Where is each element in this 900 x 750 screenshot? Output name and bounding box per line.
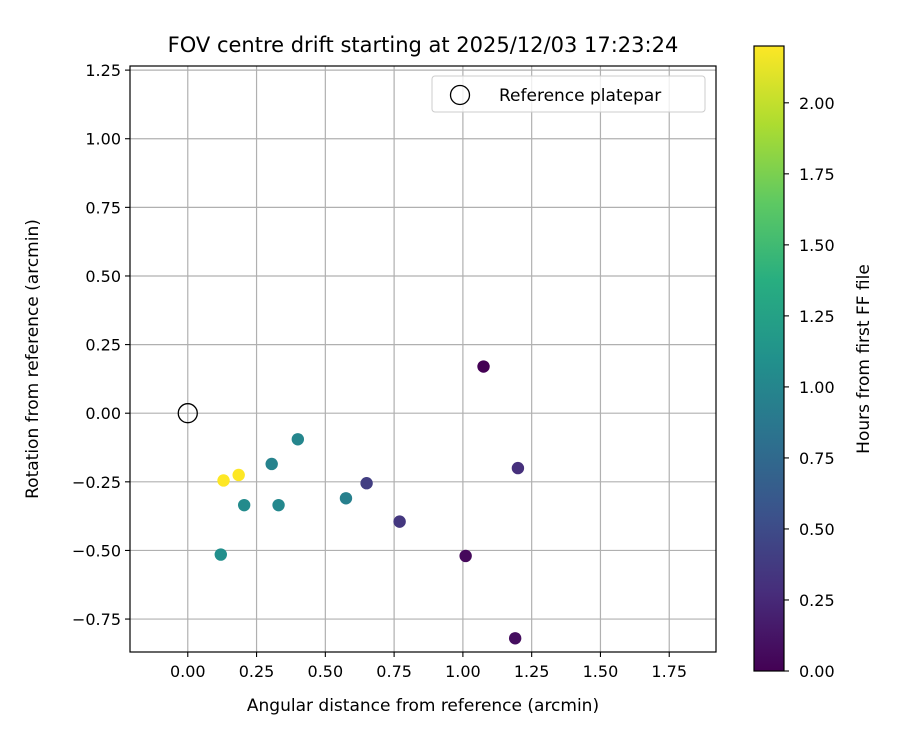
data-point xyxy=(237,498,251,512)
colorbar-tick-label: 0.00 xyxy=(799,662,835,681)
colorbar-frame xyxy=(753,45,785,672)
colorbar-tick-label: 0.25 xyxy=(799,591,835,610)
y-tick-label: 0.50 xyxy=(85,267,121,286)
colorbar-label: Hours from first FF file xyxy=(854,264,874,454)
colorbar-tick-label: 1.00 xyxy=(799,378,835,397)
x-tick-label: 0.00 xyxy=(170,662,206,681)
legend-label: Reference platepar xyxy=(499,86,661,106)
data-point xyxy=(339,492,353,505)
data-point xyxy=(477,360,490,373)
data-point xyxy=(265,457,278,471)
legend-marker-reference xyxy=(449,84,471,106)
x-axis-ticks: 0.00 0.25 0.50 0.75 1.00 1.25 1.50 1.75 xyxy=(170,652,687,681)
colorbar-ticks: 0.00 0.25 0.50 0.75 1.00 1.25 1.50 1.75 2.00 xyxy=(784,94,835,681)
x-tick-label: 1.50 xyxy=(583,662,619,681)
x-axis-label: Angular distance from reference (arcmin) xyxy=(247,696,599,716)
colorbar-tick-label: 1.50 xyxy=(799,236,835,255)
data-point xyxy=(511,461,525,475)
y-tick-label: 1.25 xyxy=(85,61,121,80)
y-tick-label: 0.25 xyxy=(85,336,121,355)
data-point xyxy=(217,474,230,487)
colorbar-tick-label: 1.75 xyxy=(799,165,835,184)
x-tick-label: 1.00 xyxy=(445,662,481,681)
y-tick-label: −0.50 xyxy=(72,541,121,560)
chart-title: FOV centre drift starting at 2025/12/03 … xyxy=(168,33,679,57)
data-point xyxy=(393,515,406,528)
data-point xyxy=(291,433,305,446)
colorbar-tick-label: 0.75 xyxy=(799,449,835,468)
y-axis-ticks: 1.25 1.00 0.75 0.50 0.25 0.00 −0.25 −0.50 −0.75 xyxy=(72,61,130,629)
plot-background xyxy=(130,66,716,652)
plot-frame xyxy=(129,65,717,653)
data-point xyxy=(272,498,285,512)
colorbar-tick-label: 0.50 xyxy=(799,520,835,539)
x-tick-label: 0.25 xyxy=(239,662,275,681)
data-point xyxy=(214,548,227,561)
y-axis-label: Rotation from reference (arcmin) xyxy=(23,219,43,499)
y-tick-label: −0.25 xyxy=(72,473,121,492)
colorbar: 0.00 0.25 0.50 0.75 1.00 1.25 1.50 1.75 2.00 Hou… xyxy=(753,45,874,681)
x-tick-label: 1.25 xyxy=(514,662,550,681)
data-point xyxy=(459,549,472,563)
x-tick-label: 0.50 xyxy=(308,662,344,681)
y-tick-label: −0.75 xyxy=(72,610,121,629)
legend: Reference platepar xyxy=(431,75,706,113)
legend-box xyxy=(431,75,706,113)
x-tick-label: 0.75 xyxy=(376,662,412,681)
reference-point xyxy=(177,403,198,424)
x-tick-label: 1.75 xyxy=(651,662,687,681)
y-tick-label: 0.00 xyxy=(85,404,121,423)
data-point xyxy=(508,632,522,645)
colorbar-gradient xyxy=(754,46,784,671)
grid xyxy=(130,66,716,652)
data-point xyxy=(360,476,373,490)
data-points xyxy=(177,360,525,645)
colorbar-tick-label: 2.00 xyxy=(799,94,835,113)
y-tick-label: 1.00 xyxy=(85,130,121,149)
y-tick-label: 0.75 xyxy=(85,198,121,217)
colorbar-tick-label: 1.25 xyxy=(799,307,835,326)
data-point xyxy=(232,468,245,482)
